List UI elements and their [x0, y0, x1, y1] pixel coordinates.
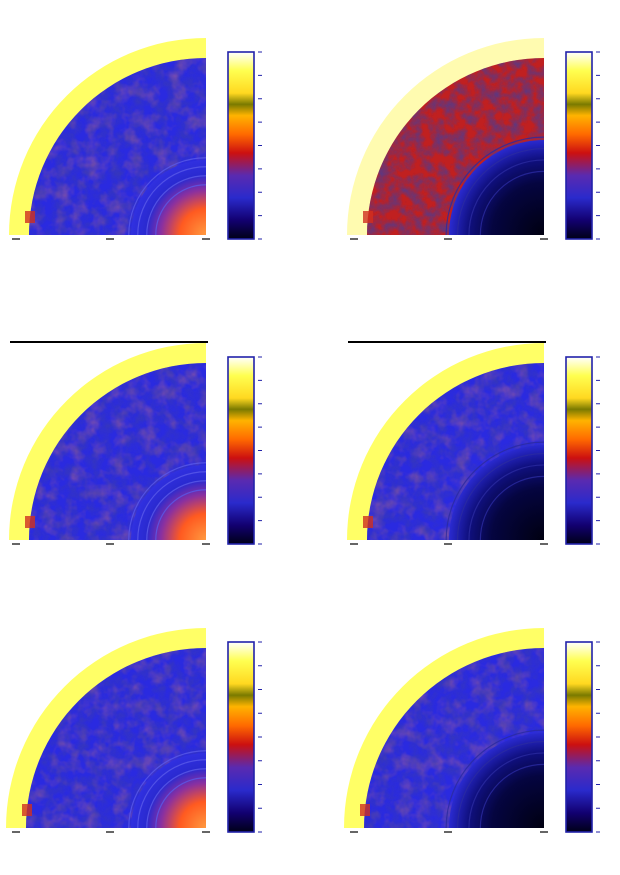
core-ring: [456, 147, 545, 236]
edge-speck: [25, 211, 35, 223]
colorbar: [228, 357, 254, 544]
core-ring: [479, 170, 545, 236]
edge-speck: [363, 516, 373, 528]
core-ring: [155, 777, 207, 829]
colorbar: [228, 52, 254, 239]
core-ring: [468, 752, 545, 829]
core-ring: [468, 159, 545, 236]
core-ring: [445, 136, 545, 236]
panel-top-left: [9, 38, 262, 240]
core-ring: [479, 475, 545, 541]
core-ring: [137, 759, 207, 829]
colorbar-frame: [227, 51, 255, 240]
core-ring: [456, 452, 545, 541]
core-ring: [128, 462, 207, 541]
core-ring: [137, 471, 207, 541]
core-ring: [479, 763, 545, 829]
colorbar-frame: [565, 356, 593, 545]
colorbar: [228, 642, 254, 832]
core-ring: [456, 740, 545, 829]
panel-top-right: [347, 38, 600, 240]
colorbar-frame: [227, 356, 255, 545]
core-ring: [128, 750, 207, 829]
colorbar-frame: [227, 641, 255, 833]
core-ring: [155, 184, 207, 236]
panel-bottom-left: [6, 628, 262, 833]
edge-speck: [360, 804, 370, 816]
core-ring: [146, 175, 207, 236]
colorbar: [566, 357, 592, 544]
panel-mid-right: [347, 341, 600, 545]
core-ring: [445, 441, 545, 541]
panel-bottom-right: [344, 628, 600, 833]
edge-speck: [363, 211, 373, 223]
core-ring: [155, 489, 207, 541]
core-ring: [128, 157, 207, 236]
core-ring: [468, 464, 545, 541]
core-ring: [146, 768, 207, 829]
panel-grid: [6, 38, 600, 833]
panel-mid-left: [9, 341, 262, 545]
core-ring: [445, 729, 545, 829]
core-ring: [137, 166, 207, 236]
colorbar: [566, 642, 592, 832]
edge-speck: [25, 516, 35, 528]
core-ring: [146, 480, 207, 541]
edge-speck: [22, 804, 32, 816]
colorbar-frame: [565, 641, 593, 833]
colorbar: [566, 52, 592, 239]
colorbar-frame: [565, 51, 593, 240]
